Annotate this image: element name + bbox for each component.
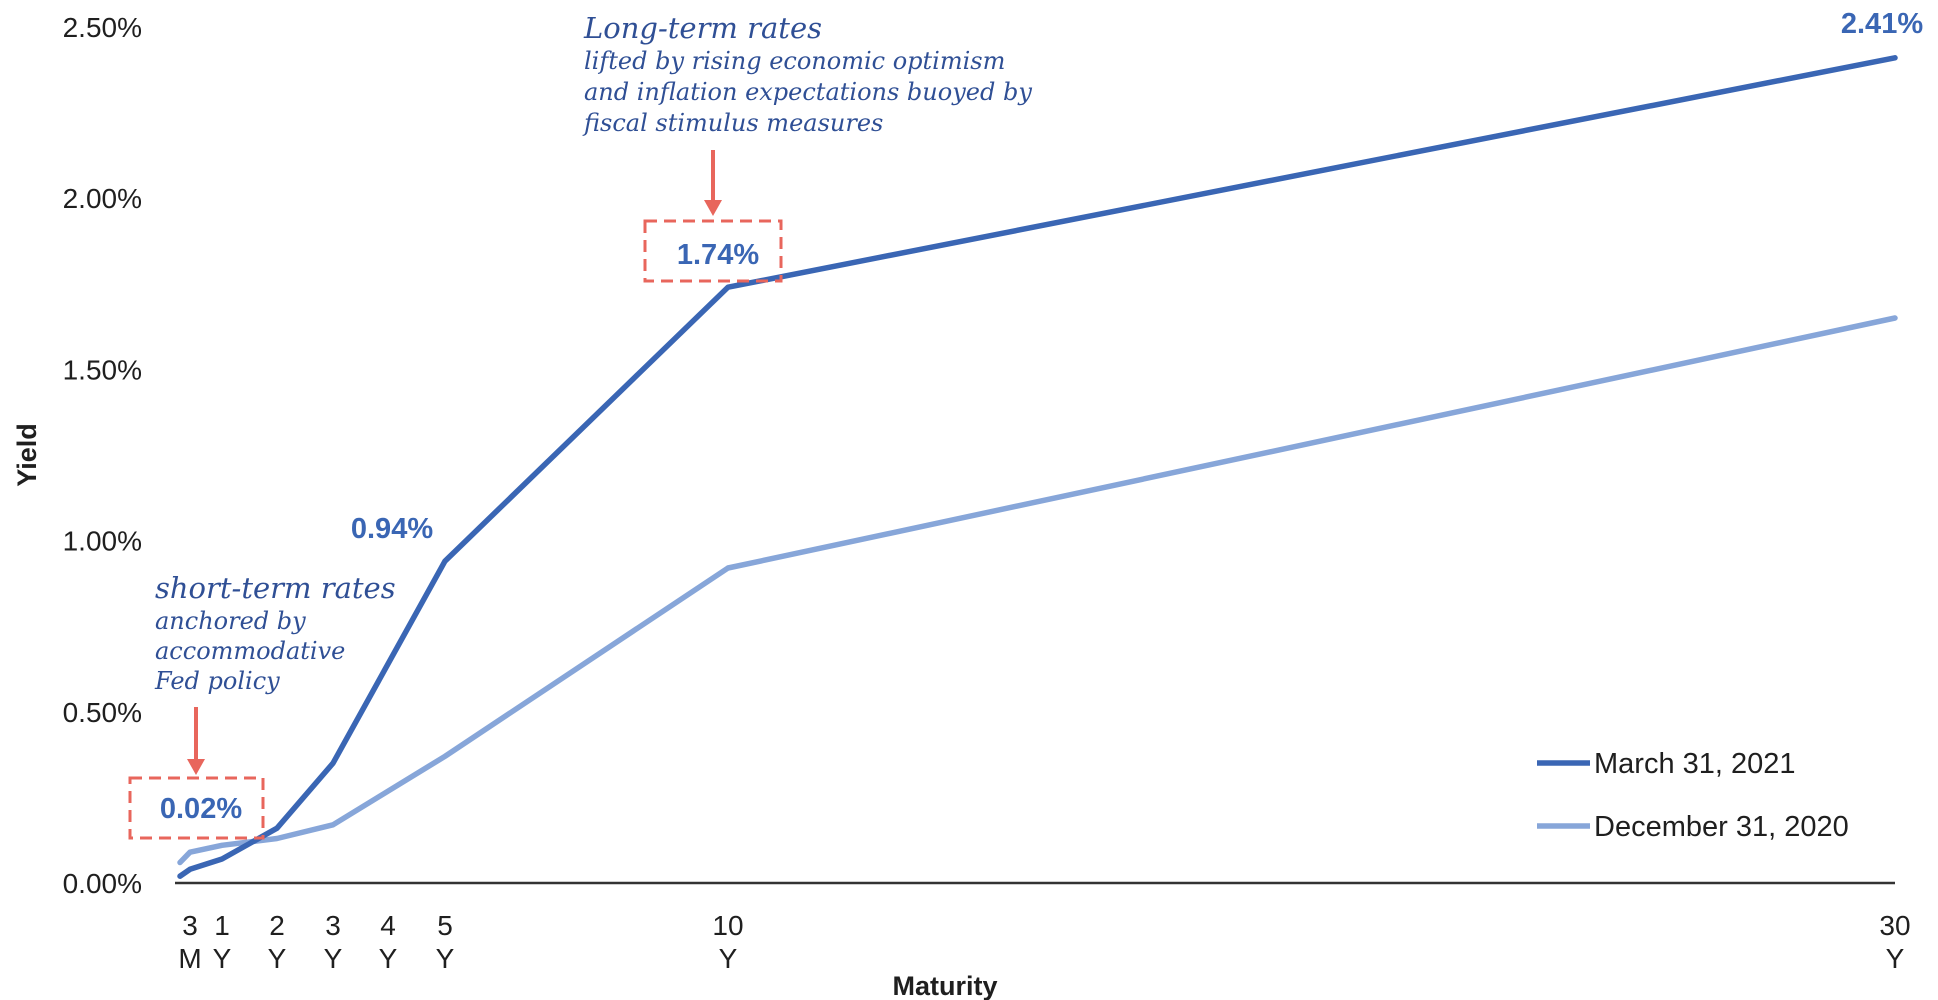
x-tick-label-top: 10 (712, 910, 743, 941)
data-label: 1.74% (677, 239, 759, 271)
annotation-line: and inflation expectations buoyed by (584, 78, 1032, 106)
y-tick-label: 2.50% (63, 12, 142, 43)
x-tick-label-top: 30 (1879, 910, 1910, 941)
series-line-december-2020 (177, 315, 1898, 866)
x-tick-label-bottom: Y (436, 943, 455, 974)
y-tick-label: 1.00% (63, 526, 142, 557)
y-axis-title: Yield (12, 423, 42, 487)
callout-box (643, 219, 783, 283)
x-tick-label-bottom: Y (379, 943, 398, 974)
y-tick-label: 0.50% (63, 697, 142, 728)
x-tick-label-bottom: Y (268, 943, 287, 974)
y-tick-label: 0.00% (63, 868, 142, 899)
series-line-march-2021 (177, 55, 1898, 879)
x-axis-title: Maturity (892, 971, 997, 1000)
y-tick-label: 2.00% (63, 183, 142, 214)
legend-label: March 31, 2021 (1594, 748, 1796, 780)
x-tick-label-top: 4 (380, 910, 396, 941)
x-tick-label-bottom: Y (1886, 943, 1905, 974)
annotation-line: accommodative (155, 637, 345, 665)
x-tick-label-top: 2 (269, 910, 285, 941)
y-tick-label: 1.50% (63, 354, 142, 385)
x-tick-label-bottom: Y (213, 943, 232, 974)
short-term-arrow-head (187, 759, 205, 775)
data-label: 0.94% (351, 513, 433, 545)
annotation-title: Long-term rates (583, 11, 822, 45)
legend-label: December 31, 2020 (1594, 811, 1849, 843)
data-label: 0.02% (160, 793, 242, 825)
annotation-line: Fed policy (154, 667, 280, 695)
x-tick-label-bottom: M (178, 943, 201, 974)
annotation-line: anchored by (155, 607, 306, 635)
annotation-line: fiscal stimulus measures (582, 109, 883, 137)
x-tick-label-bottom: Y (719, 943, 738, 974)
x-tick-label-bottom: Y (324, 943, 343, 974)
x-tick-label-top: 1 (214, 910, 230, 941)
annotation-title: short-term rates (155, 571, 396, 605)
annotation-line: lifted by rising economic optimism (584, 47, 1005, 75)
x-tick-label-top: 5 (437, 910, 453, 941)
x-tick-label-top: 3 (182, 910, 198, 941)
data-label: 2.41% (1841, 8, 1923, 40)
x-tick-label-top: 3 (325, 910, 341, 941)
callout-box (128, 776, 265, 840)
long-term-arrow-head (704, 200, 722, 216)
